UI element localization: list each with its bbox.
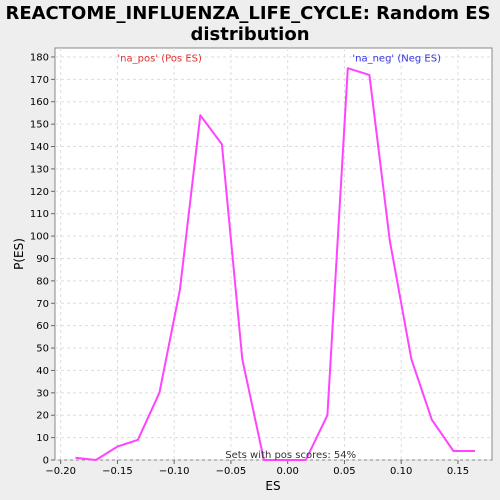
y-axis-label: P(ES) (12, 238, 26, 270)
y-tick-label: 20 (36, 411, 49, 422)
y-axis-ticks: 0 10 20 30 40 50 60 70 80 90 100 110 120 130 140 150 160… (30, 52, 55, 467)
y-tick-label: 30 (36, 388, 49, 399)
x-tick-label: −0.20 (45, 466, 76, 477)
series-layer (75, 67, 475, 461)
annotations: 'na_pos' (Pos ES) 'na_neg' (Neg ES) Sets w… (117, 53, 441, 460)
x-tick-label: −0.05 (216, 466, 247, 477)
y-tick-label: 100 (30, 232, 49, 243)
y-tick-label: 80 (36, 276, 49, 287)
y-tick-label: 40 (36, 366, 49, 377)
annotation-label: 'na_neg' (Neg ES) (352, 53, 441, 64)
chart-title-line-2: distribution (190, 24, 309, 45)
x-tick-label: 0.15 (447, 466, 469, 477)
y-tick-label: 170 (30, 75, 49, 86)
x-tick-label: 0.05 (333, 466, 355, 477)
y-tick-label: 90 (36, 254, 49, 265)
x-tick-label: −0.15 (102, 466, 133, 477)
x-tick-label: 0.00 (277, 466, 299, 477)
y-tick-label: 60 (36, 321, 49, 332)
y-tick-label: 10 (36, 433, 49, 444)
y-tick-label: 70 (36, 299, 49, 310)
y-tick-label: 180 (30, 52, 49, 63)
annotation-label: Sets with pos scores: 54% (225, 450, 356, 461)
y-tick-label: 0 (43, 456, 49, 467)
y-tick-label: 150 (30, 120, 49, 131)
chart-title-line-1: REACTOME_INFLUENZA_LIFE_CYCLE: Random ES (5, 3, 490, 24)
y-tick-label: 140 (30, 142, 49, 153)
grid-lines (55, 48, 492, 461)
plot-area (54, 47, 493, 461)
x-axis-ticks: −0.20 −0.15 −0.10 −0.05 0.00 0.05 0.10 0.15 (45, 460, 469, 477)
y-tick-label: 50 (36, 344, 49, 355)
y-tick-label: 160 (30, 97, 49, 108)
y-tick-label: 110 (30, 209, 49, 220)
x-axis-label: ES (265, 479, 280, 493)
x-tick-label: 0.10 (390, 466, 412, 477)
y-tick-label: 120 (30, 187, 49, 198)
y-tick-label: 130 (30, 164, 49, 175)
annotation-label: 'na_pos' (Pos ES) (117, 53, 202, 64)
x-tick-label: −0.10 (159, 466, 190, 477)
es-distribution-line (75, 67, 475, 461)
